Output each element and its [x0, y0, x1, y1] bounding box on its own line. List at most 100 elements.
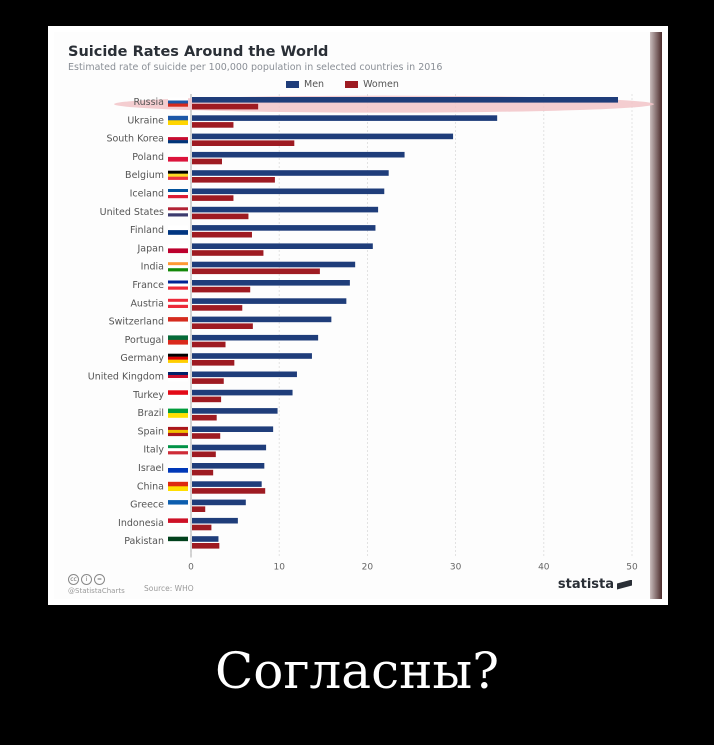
- x-tick-label: 50: [626, 563, 638, 573]
- bar-women: [192, 195, 234, 201]
- category-label: South Korea: [106, 134, 164, 145]
- bar-women: [192, 122, 234, 128]
- flag-icon: [168, 504, 188, 510]
- x-tick-label: 30: [450, 563, 462, 573]
- flag-icon: [168, 378, 188, 382]
- cc-icon: cc: [68, 574, 79, 585]
- bar-women: [192, 103, 259, 110]
- flag-icon: [168, 317, 188, 322]
- category-label: United Kingdom: [88, 372, 164, 383]
- category-label: United States: [100, 207, 164, 218]
- category-label: Germany: [120, 353, 164, 364]
- flag-icon: [168, 192, 188, 196]
- legend-swatch-men: [286, 81, 299, 88]
- category-label: Russia: [133, 97, 164, 108]
- category-label: Greece: [130, 500, 164, 511]
- bar-men: [192, 389, 293, 396]
- flag-icon: [168, 451, 188, 455]
- legend: Men Women: [286, 79, 417, 90]
- bar-women: [192, 543, 220, 549]
- category-label: Poland: [132, 152, 164, 163]
- category-label: Pakistan: [124, 536, 164, 547]
- flag-icon: [168, 463, 188, 469]
- flag-icon: [168, 429, 188, 434]
- flag-icon: [168, 100, 188, 104]
- legend-label-men: Men: [304, 79, 325, 90]
- bar-men: [192, 444, 267, 451]
- bar-women: [192, 158, 222, 165]
- flag-icon: [168, 262, 188, 266]
- flag-icon: [168, 97, 188, 101]
- flag-icon: [168, 280, 188, 284]
- bar-women: [192, 305, 243, 311]
- attribution-icon: i: [81, 574, 92, 585]
- x-tick-label: 10: [273, 563, 285, 573]
- bar-women: [192, 341, 226, 348]
- bar-men: [192, 517, 238, 524]
- flag-icon: [168, 432, 188, 437]
- flag-icon: [168, 468, 188, 473]
- flag-icon: [168, 339, 188, 345]
- bar-men: [192, 353, 312, 359]
- bar-women: [192, 213, 249, 220]
- bar-women: [192, 488, 266, 494]
- bar-men: [192, 261, 356, 268]
- bar-women: [192, 433, 221, 439]
- bar-men: [192, 133, 454, 140]
- flag-icon: [168, 137, 188, 141]
- flag-icon: [168, 213, 188, 217]
- flag-icon: [168, 298, 188, 302]
- flag-icon: [168, 189, 188, 193]
- flag-icon: [168, 265, 188, 269]
- bar-men: [192, 298, 347, 304]
- flag-icon: [168, 321, 188, 327]
- flag-icon: [168, 248, 188, 254]
- flag-icon: [168, 448, 188, 452]
- flag-icon: [168, 283, 188, 287]
- category-label: Turkey: [132, 390, 164, 401]
- flag-icon: [168, 486, 188, 491]
- flag-icon: [168, 286, 188, 290]
- flag-icon: [168, 500, 188, 505]
- legend-swatch-women: [345, 81, 359, 88]
- flag-icon: [168, 173, 188, 177]
- flag-icon: [168, 413, 188, 418]
- chart-subtitle: Estimated rate of suicide per 100,000 po…: [68, 62, 443, 73]
- bar-women: [192, 177, 275, 183]
- category-label: Switzerland: [109, 317, 164, 328]
- flag-icon: [168, 170, 188, 174]
- bar-women: [192, 524, 212, 531]
- flag-icon: [168, 140, 188, 144]
- flag-icon: [168, 518, 188, 524]
- category-label: Japan: [137, 243, 165, 254]
- flag-icon: [168, 134, 188, 138]
- bar-men: [192, 280, 350, 286]
- twitter-handle: @StatistaCharts: [68, 587, 125, 595]
- bar-women: [192, 396, 222, 403]
- bar-men: [192, 115, 498, 121]
- bar-men: [192, 334, 319, 341]
- legend-item-women: Women: [345, 79, 399, 90]
- flag-icon: [168, 120, 188, 125]
- brand-name: statista: [557, 577, 614, 592]
- x-tick-label: 0: [188, 563, 194, 573]
- bar-men: [192, 426, 274, 432]
- category-label: Iceland: [130, 189, 164, 200]
- x-tick-label: 20: [362, 563, 374, 573]
- bar-women: [192, 378, 224, 384]
- category-label: China: [137, 481, 164, 492]
- bar-men: [192, 225, 376, 231]
- flag-icon: [168, 353, 188, 357]
- flag-icon: [168, 408, 188, 414]
- flag-icon: [168, 304, 188, 308]
- category-label: Israel: [138, 463, 164, 474]
- statista-mark-icon: [617, 579, 632, 590]
- photo-shadow-edge: [650, 32, 662, 599]
- chart-title: Suicide Rates Around the World: [68, 44, 329, 60]
- category-label: Brazil: [137, 408, 164, 419]
- category-label: Portugal: [125, 335, 164, 346]
- bar-men: [192, 188, 385, 195]
- bar-men: [192, 536, 219, 542]
- flag-icon: [168, 356, 188, 360]
- flag-icon: [168, 156, 188, 162]
